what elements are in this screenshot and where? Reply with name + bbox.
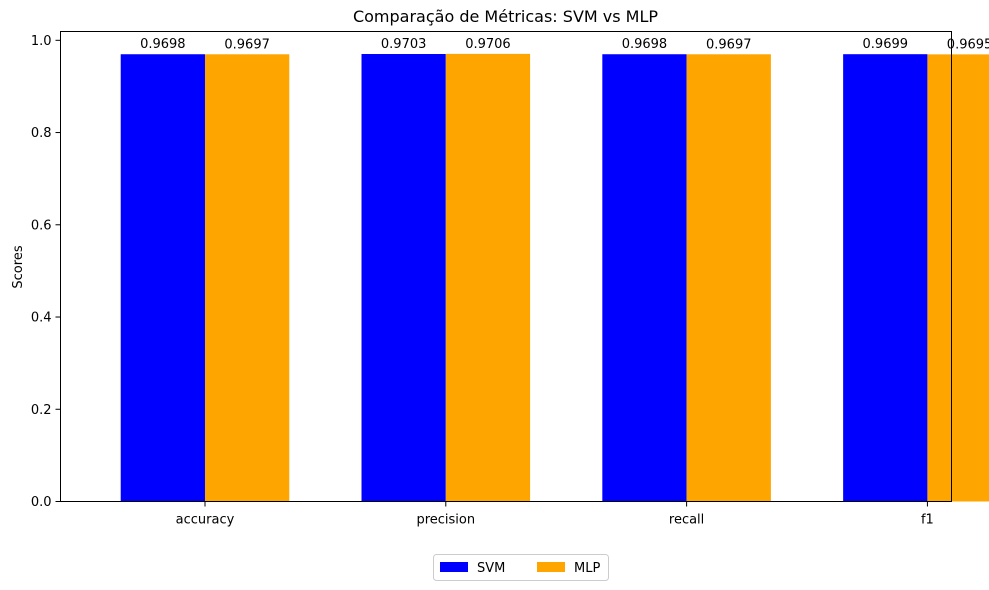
data-label-svm-recall: 0.9698 [622,37,668,52]
legend-label-mlp: MLP [574,561,600,576]
x-tick-label-f1: f1 [921,513,934,528]
y-axis-label: Scores [11,245,26,288]
y-tick-label: 0.4 [31,311,52,326]
data-label-svm-accuracy: 0.9698 [140,37,186,52]
legend-label-svm: SVM [477,561,505,576]
x-axis-ticks: accuracy precision recall f1 [176,501,934,528]
data-label-svm-precision: 0.9703 [381,37,427,52]
x-tick-label-precision: precision [416,513,475,528]
y-tick-label: 0.2 [31,403,52,418]
data-label-mlp-recall: 0.9697 [706,37,752,52]
bar-svm-f1 [843,54,928,502]
bar-labels-group: 0.9698 0.9697 0.9703 0.9706 0.9698 0.9697 0.96… [140,37,989,53]
bars-group [120,53,989,502]
y-tick-label: 0.0 [31,495,52,510]
y-tick-label: 1.0 [31,34,52,49]
legend-swatch-mlp [537,562,565,572]
bar-mlp-recall [686,54,771,502]
data-label-svm-f1: 0.9699 [863,37,909,52]
data-label-mlp-accuracy: 0.9697 [224,37,270,52]
x-tick-label-recall: recall [669,513,704,528]
bar-svm-precision [361,54,446,502]
legend-box [433,554,609,581]
bar-mlp-f1 [927,54,989,502]
bar-mlp-accuracy [204,54,290,502]
bar-svm-recall [602,54,687,502]
legend-swatch-svm [440,562,468,572]
data-label-mlp-f1: 0.9695 [947,37,989,52]
plot-frame [60,31,952,502]
chart-title: Comparação de Métricas: SVM vs MLP [353,7,658,26]
bar-svm-accuracy [120,54,205,502]
data-label-mlp-precision: 0.9706 [465,37,511,52]
x-tick-label-accuracy: accuracy [176,513,235,528]
y-axis-ticks: 0.0 0.2 0.4 0.6 0.8 1.0 [31,34,61,510]
legend: SVM MLP [433,554,609,581]
bar-mlp-precision [445,53,531,502]
y-tick-label: 0.8 [31,126,52,141]
y-tick-label: 0.6 [31,218,52,233]
